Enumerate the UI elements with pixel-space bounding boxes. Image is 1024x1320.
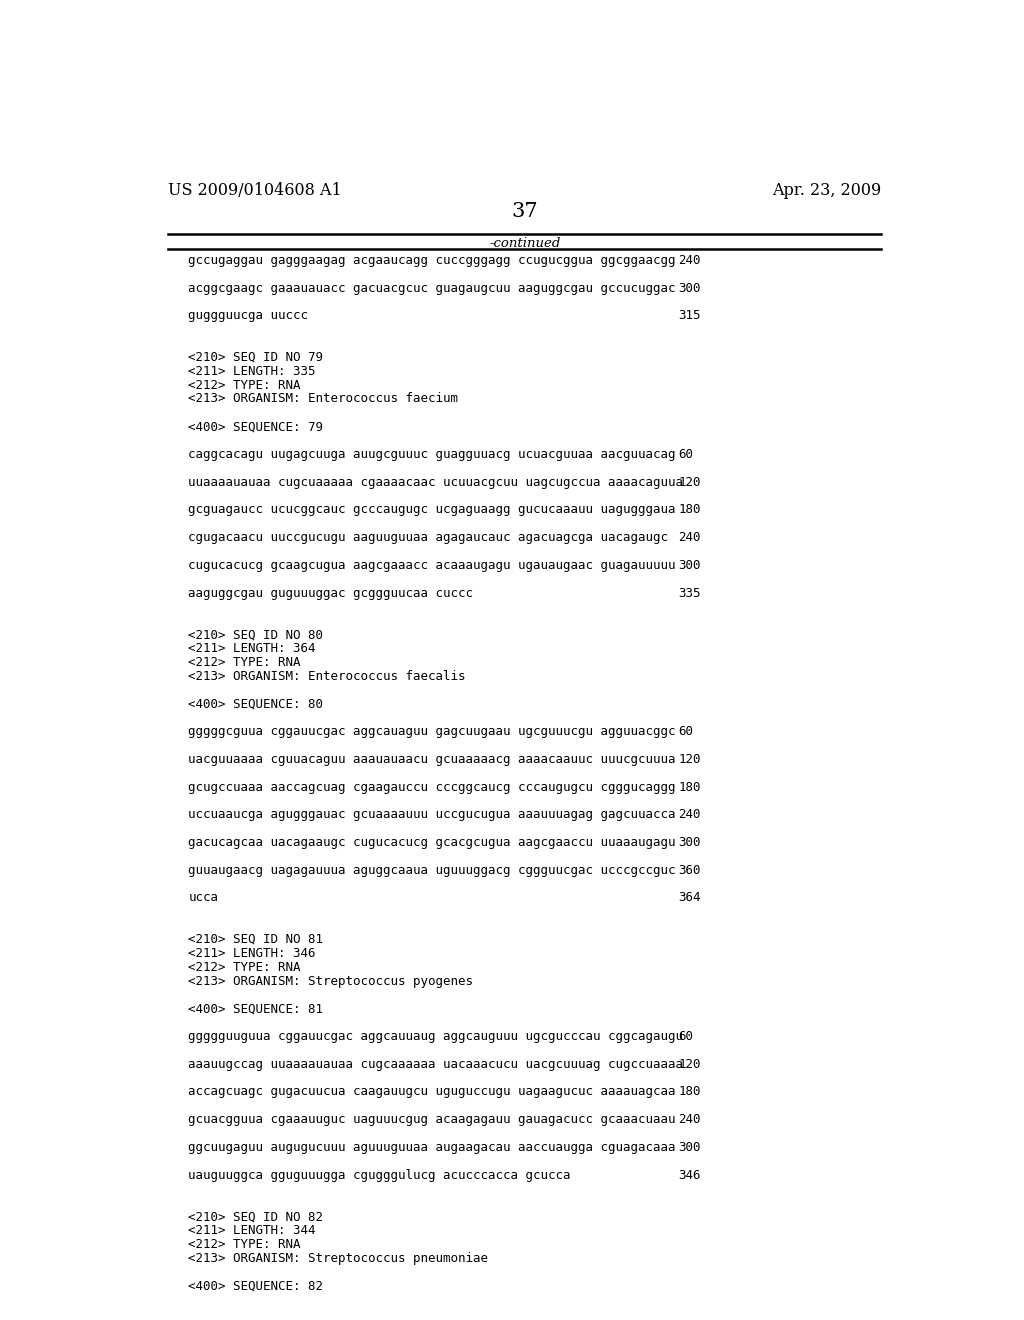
Text: aaguggcgau guguuuggac gcggguucaa cuccc: aaguggcgau guguuuggac gcggguucaa cuccc — [188, 586, 473, 599]
Text: uauguuggca gguguuugga cgugggulucg acucccacca gcucca: uauguuggca gguguuugga cgugggulucg acuccc… — [188, 1168, 571, 1181]
Text: 60: 60 — [678, 725, 693, 738]
Text: 300: 300 — [678, 1140, 700, 1154]
Text: 60: 60 — [678, 447, 693, 461]
Text: 120: 120 — [678, 1057, 700, 1071]
Text: 60: 60 — [678, 1030, 693, 1043]
Text: guggguucga uuccc: guggguucga uuccc — [188, 309, 308, 322]
Text: -continued: -continued — [489, 238, 560, 249]
Text: <212> TYPE: RNA: <212> TYPE: RNA — [188, 379, 301, 392]
Text: accagcuagc gugacuucua caagauugcu uguguccugu uagaagucuc aaaauagcaa: accagcuagc gugacuucua caagauugcu ugugucc… — [188, 1085, 676, 1098]
Text: 360: 360 — [678, 863, 700, 876]
Text: <210> SEQ ID NO 79: <210> SEQ ID NO 79 — [188, 351, 324, 364]
Text: 120: 120 — [678, 475, 700, 488]
Text: gcuacgguua cgaaauuguc uaguuucgug acaagagauu gauagacucc gcaaacuaau: gcuacgguua cgaaauuguc uaguuucgug acaagag… — [188, 1113, 676, 1126]
Text: cgugacaacu uuccgucugu aaguuguuaa agagaucauc agacuagcga uacagaugc: cgugacaacu uuccgucugu aaguuguuaa agagauc… — [188, 531, 669, 544]
Text: uuaaaauauaa cugcuaaaaa cgaaaacaac ucuuacgcuu uagcugccua aaaacaguua: uuaaaauauaa cugcuaaaaa cgaaaacaac ucuuac… — [188, 475, 683, 488]
Text: 240: 240 — [678, 808, 700, 821]
Text: <211> LENGTH: 364: <211> LENGTH: 364 — [188, 642, 316, 655]
Text: <210> SEQ ID NO 81: <210> SEQ ID NO 81 — [188, 933, 324, 946]
Text: ggggguuguua cggauucgac aggcauuaug aggcauguuu ugcgucccau cggcagaugu: ggggguuguua cggauucgac aggcauuaug aggcau… — [188, 1030, 683, 1043]
Text: 364: 364 — [678, 891, 700, 904]
Text: uccuaaucga agugggauac gcuaaaauuu uccgucugua aaauuuagag gagcuuacca: uccuaaucga agugggauac gcuaaaauuu uccgucu… — [188, 808, 676, 821]
Text: <211> LENGTH: 335: <211> LENGTH: 335 — [188, 364, 316, 378]
Text: gcguagaucc ucucggcauc gcccaugugc ucgaguaagg gucucaaauu uagugggaua: gcguagaucc ucucggcauc gcccaugugc ucgagua… — [188, 503, 676, 516]
Text: <213> ORGANISM: Streptococcus pyogenes: <213> ORGANISM: Streptococcus pyogenes — [188, 974, 473, 987]
Text: <212> TYPE: RNA: <212> TYPE: RNA — [188, 1238, 301, 1251]
Text: ggcuugaguu augugucuuu aguuuguuaa augaagacau aaccuaugga cguagacaaa: ggcuugaguu augugucuuu aguuuguuaa augaaga… — [188, 1140, 676, 1154]
Text: gacucagcaa uacagaaugc cugucacucg gcacgcugua aagcgaaccu uuaaaugagu: gacucagcaa uacagaaugc cugucacucg gcacgcu… — [188, 836, 676, 849]
Text: <213> ORGANISM: Enterococcus faecium: <213> ORGANISM: Enterococcus faecium — [188, 392, 459, 405]
Text: aaauugccag uuaaaauauaa cugcaaaaaa uacaaacucu uacgcuuuag cugccuaaaa: aaauugccag uuaaaauauaa cugcaaaaaa uacaaa… — [188, 1057, 683, 1071]
Text: <212> TYPE: RNA: <212> TYPE: RNA — [188, 656, 301, 669]
Text: <212> TYPE: RNA: <212> TYPE: RNA — [188, 961, 301, 974]
Text: 346: 346 — [678, 1168, 700, 1181]
Text: 240: 240 — [678, 531, 700, 544]
Text: 180: 180 — [678, 780, 700, 793]
Text: <400> SEQUENCE: 81: <400> SEQUENCE: 81 — [188, 1002, 324, 1015]
Text: <213> ORGANISM: Streptococcus pneumoniae: <213> ORGANISM: Streptococcus pneumoniae — [188, 1251, 488, 1265]
Text: 240: 240 — [678, 1113, 700, 1126]
Text: gggggcguua cggauucgac aggcauaguu gagcuugaau ugcguuucgu agguuacggc: gggggcguua cggauucgac aggcauaguu gagcuug… — [188, 725, 676, 738]
Text: gcugccuaaa aaccagcuag cgaagauccu cccggcaucg cccaugugcu cgggucaggg: gcugccuaaa aaccagcuag cgaagauccu cccggca… — [188, 780, 676, 793]
Text: 300: 300 — [678, 558, 700, 572]
Text: <210> SEQ ID NO 82: <210> SEQ ID NO 82 — [188, 1210, 324, 1224]
Text: 300: 300 — [678, 281, 700, 294]
Text: 240: 240 — [678, 253, 700, 267]
Text: <400> SEQUENCE: 80: <400> SEQUENCE: 80 — [188, 697, 324, 710]
Text: <211> LENGTH: 346: <211> LENGTH: 346 — [188, 946, 316, 960]
Text: 300: 300 — [678, 836, 700, 849]
Text: caggcacagu uugagcuuga auugcguuuc guagguuacg ucuacguuaa aacguuacag: caggcacagu uugagcuuga auugcguuuc guagguu… — [188, 447, 676, 461]
Text: uacguuaaaa cguuacaguu aaauauaacu gcuaaaaacg aaaacaauuc uuucgcuuua: uacguuaaaa cguuacaguu aaauauaacu gcuaaaa… — [188, 752, 676, 766]
Text: US 2009/0104608 A1: US 2009/0104608 A1 — [168, 182, 342, 198]
Text: 120: 120 — [678, 752, 700, 766]
Text: guuaugaacg uagagauuua aguggcaaua uguuuggacg cggguucgac ucccgccguc: guuaugaacg uagagauuua aguggcaaua uguuugg… — [188, 863, 676, 876]
Text: 335: 335 — [678, 586, 700, 599]
Text: <400> SEQUENCE: 79: <400> SEQUENCE: 79 — [188, 420, 324, 433]
Text: 180: 180 — [678, 503, 700, 516]
Text: acggcgaagc gaaauauacc gacuacgcuc guagaugcuu aaguggcgau gccucuggac: acggcgaagc gaaauauacc gacuacgcuc guagaug… — [188, 281, 676, 294]
Text: 37: 37 — [511, 202, 539, 222]
Text: 180: 180 — [678, 1085, 700, 1098]
Text: cugucacucg gcaagcugua aagcgaaacc acaaaugagu ugauaugaac guagauuuuu: cugucacucg gcaagcugua aagcgaaacc acaaaug… — [188, 558, 676, 572]
Text: <210> SEQ ID NO 80: <210> SEQ ID NO 80 — [188, 628, 324, 642]
Text: Apr. 23, 2009: Apr. 23, 2009 — [772, 182, 882, 198]
Text: 315: 315 — [678, 309, 700, 322]
Text: <211> LENGTH: 344: <211> LENGTH: 344 — [188, 1224, 316, 1237]
Text: <213> ORGANISM: Enterococcus faecalis: <213> ORGANISM: Enterococcus faecalis — [188, 669, 466, 682]
Text: <400> SEQUENCE: 82: <400> SEQUENCE: 82 — [188, 1279, 324, 1292]
Text: ucca: ucca — [188, 891, 218, 904]
Text: gccugaggau gagggaagag acgaaucagg cuccgggagg ccugucggua ggcggaacgg: gccugaggau gagggaagag acgaaucagg cuccggg… — [188, 253, 676, 267]
